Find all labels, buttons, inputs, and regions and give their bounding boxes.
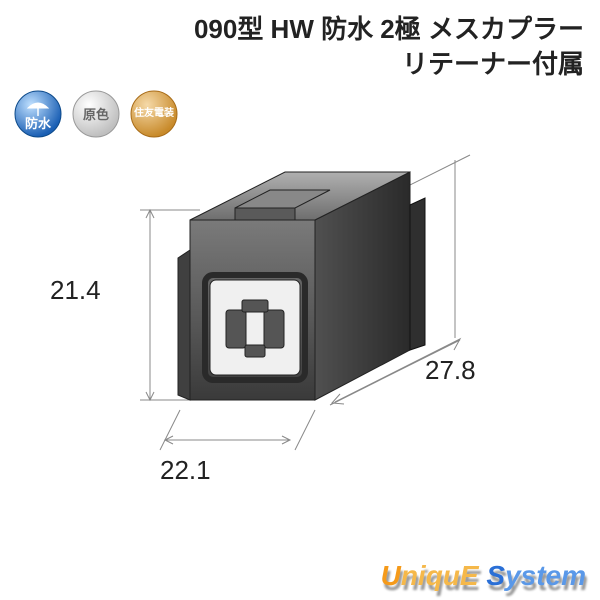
- technical-diagram: 21.4 22.1 27.8: [40, 150, 560, 550]
- badge-original-color: 原色: [72, 90, 120, 138]
- badge-waterproof: 防水: [14, 90, 62, 138]
- badge-row: 防水 原色 住友電装: [14, 90, 178, 138]
- connector-drawing: [40, 150, 560, 550]
- badge-waterproof-bg: [14, 90, 62, 138]
- badge-sumitomo-label: 住友電装: [134, 109, 174, 119]
- dim-depth: 27.8: [425, 355, 476, 386]
- badge-sumitomo: 住友電装: [130, 90, 178, 138]
- badge-waterproof-label: 防水: [25, 117, 51, 130]
- title-line-2: リテーナー付属: [194, 47, 584, 82]
- title-line-1: 090型 HW 防水 2極 メスカプラー: [194, 12, 584, 47]
- dim-width: 22.1: [160, 455, 211, 486]
- dim-height: 21.4: [50, 275, 101, 306]
- connector-body: [178, 172, 425, 400]
- product-title: 090型 HW 防水 2極 メスカプラー リテーナー付属: [194, 12, 584, 82]
- brand-logo: UniquE System: [381, 560, 586, 592]
- badge-original-label: 原色: [83, 108, 109, 121]
